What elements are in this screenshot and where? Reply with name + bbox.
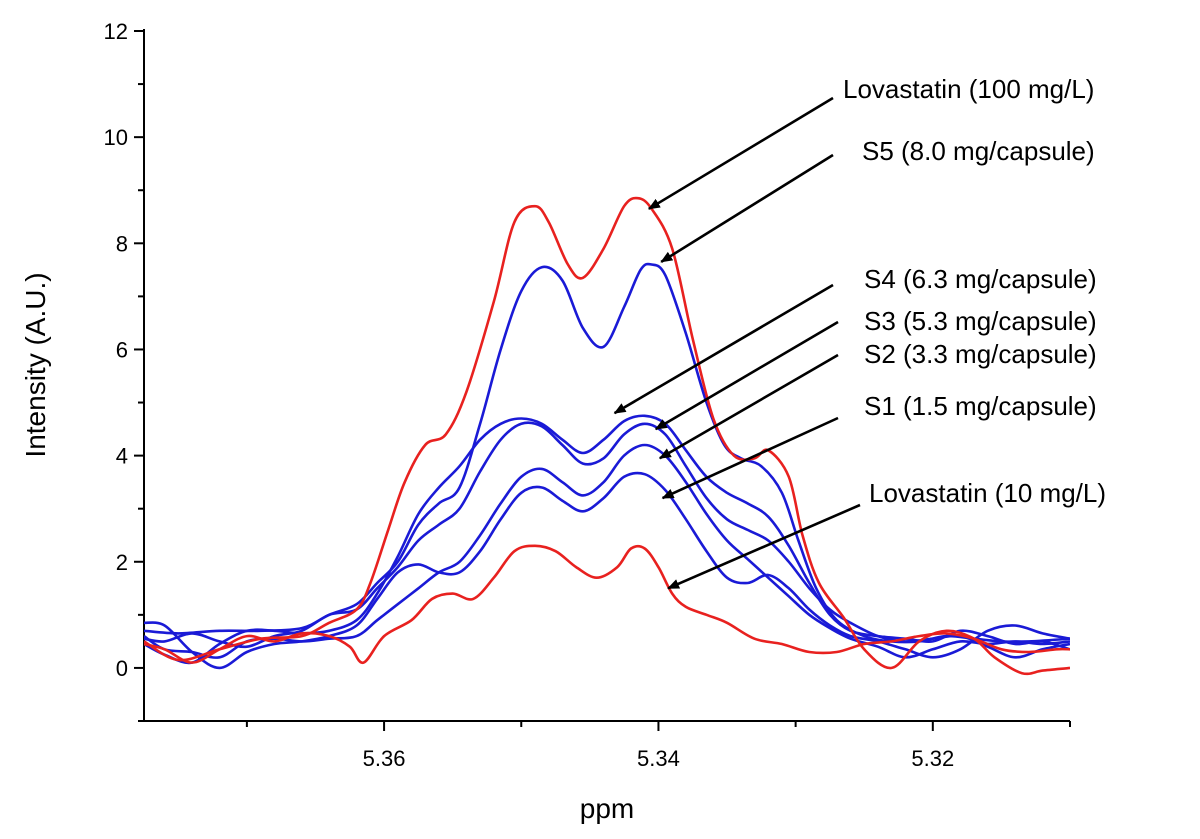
annotation-label: S3 (5.3 mg/capsule): [864, 306, 1097, 336]
annotation-label: Lovastatin (100 mg/L): [843, 74, 1094, 104]
annotation-layer: Lovastatin (100 mg/L) S5 (8.0 mg/capsule)…: [613, 74, 1106, 590]
annotation-arrow: [613, 283, 834, 415]
annotation-label: S2 (3.3 mg/capsule): [864, 339, 1097, 369]
series-line-s4-6-3-mg-capsule: [144, 414, 1070, 665]
annotation-arrow: [647, 96, 834, 210]
y-tick-label: 4: [116, 444, 128, 469]
annotation-label: S4 (6.3 mg/capsule): [864, 264, 1097, 294]
y-tick-label: 2: [116, 550, 128, 575]
y-tick-label: 12: [104, 19, 128, 44]
x-tick-label: 5.34: [637, 746, 680, 771]
y-tick-label: 6: [116, 337, 128, 362]
series-line-lovastatin-10-mg-l: [144, 544, 1070, 664]
annotation-arrow: [661, 416, 839, 500]
annotation-arrow: [667, 503, 861, 590]
x-tick-label: 5.32: [911, 746, 954, 771]
axes: 0 2 4 6 8 10 12 5.36 5.34 5.32: [104, 19, 1071, 771]
x-axis-title: ppm: [580, 793, 634, 824]
series-line-s5-8-0-mg-capsule: [144, 262, 1070, 644]
annotation-label: Lovastatin (10 mg/L): [869, 478, 1106, 508]
annotation-arrow: [660, 153, 834, 263]
series-line-lovastatin-100-mg-l: [144, 196, 1070, 676]
annotation-label: S5 (8.0 mg/capsule): [862, 136, 1095, 166]
y-tick-label: 8: [116, 231, 128, 256]
y-axis-title: Intensity (A.U.): [20, 272, 51, 457]
series-line-s1-1-5-mg-capsule: [144, 471, 1070, 670]
annotation-arrow: [654, 320, 839, 431]
series-line-s3-5-3-mg-capsule: [144, 421, 1070, 659]
annotation-label: S1 (1.5 mg/capsule): [864, 391, 1097, 421]
y-tick-label: 10: [104, 125, 128, 150]
series-line-s2-3-3-mg-capsule: [144, 443, 1070, 659]
series-layer: [144, 196, 1070, 676]
y-tick-label: 0: [116, 656, 128, 681]
annotation-arrow: [658, 353, 839, 460]
x-tick-label: 5.36: [363, 746, 406, 771]
